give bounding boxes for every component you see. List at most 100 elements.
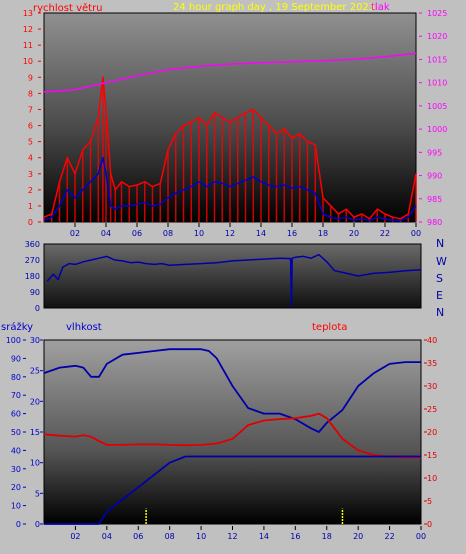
temperature-axis-label: 10 xyxy=(427,474,437,483)
direction-axis-label: 360 xyxy=(25,240,40,249)
humidity-axis-label: 10 xyxy=(11,502,21,511)
hour-axis-top-label: 06 xyxy=(132,229,142,238)
hour-axis-bottom-label: 22 xyxy=(384,532,394,541)
wind-axis-label: 9 xyxy=(28,73,33,82)
panel-humidity-temp xyxy=(43,339,422,525)
pressure-label: tlak xyxy=(371,2,390,13)
temperature-axis-label: 35 xyxy=(427,359,437,368)
temperature-axis-label: 0 xyxy=(427,520,432,529)
wind-direction-line xyxy=(46,253,422,307)
wind-axis-label: 0 xyxy=(28,218,33,227)
wind-average-line xyxy=(43,156,417,222)
compass-s: S xyxy=(436,272,443,285)
hour-axis-top-label: 00 xyxy=(411,229,421,238)
wind-axis-label: 8 xyxy=(28,89,33,98)
wind-axis-label: 4 xyxy=(28,154,33,163)
hour-axis-bottom-label: 20 xyxy=(353,532,363,541)
wind-axis-label: 7 xyxy=(28,105,33,114)
wind-axis-label: 3 xyxy=(28,170,33,179)
panel-wind-direction xyxy=(43,243,422,309)
rain-axis-label: 20 xyxy=(30,397,40,406)
hour-axis-bottom-label: 14 xyxy=(259,532,269,541)
wind-axis-label: 5 xyxy=(28,138,33,147)
pressure-axis-label: 985 xyxy=(427,195,442,204)
hour-axis-bottom-label: 18 xyxy=(322,532,332,541)
direction-axis-label: 180 xyxy=(25,272,40,281)
wind-speed-line xyxy=(43,76,417,220)
humidity-label: vlhkost xyxy=(66,322,102,333)
hour-axis-top-label: 10 xyxy=(194,229,204,238)
hour-axis-top-label: 14 xyxy=(256,229,266,238)
compass-e: E xyxy=(436,289,443,302)
hour-axis-top-label: 16 xyxy=(287,229,297,238)
hour-axis-bottom-label: 06 xyxy=(133,532,143,541)
compass-n-bottom: N xyxy=(436,306,444,319)
pressure-axis-label: 1015 xyxy=(427,55,447,64)
temperature-label: teplota xyxy=(312,322,347,333)
temperature-axis-label: 40 xyxy=(427,336,437,345)
humidity-axis-label: 100 xyxy=(6,336,21,345)
pressure-axis-label: 990 xyxy=(427,172,442,181)
pressure-axis-label: 1025 xyxy=(427,9,447,18)
rain-label: srážky xyxy=(1,321,33,333)
wind-axis-label: 13 xyxy=(23,9,33,18)
hour-axis-top-label: 08 xyxy=(163,229,173,238)
compass-n-top: N xyxy=(436,237,444,250)
hour-axis-top-label: 12 xyxy=(225,229,235,238)
temperature-axis-label: 25 xyxy=(427,405,437,414)
wind-speed-label: rychlost větru xyxy=(33,2,103,14)
hour-axis-bottom-label: 12 xyxy=(227,532,237,541)
temperature-axis-label: 20 xyxy=(427,428,437,437)
humidity-axis-label: 40 xyxy=(11,446,21,455)
hour-axis-bottom-label: 08 xyxy=(165,532,175,541)
hour-axis-top-label: 18 xyxy=(318,229,328,238)
pressure-axis-label: 980 xyxy=(427,218,442,227)
compass-w: W xyxy=(436,255,447,268)
humidity-axis-label: 50 xyxy=(11,428,21,437)
humidity-axis-label: 20 xyxy=(11,483,21,492)
pressure-axis-label: 1020 xyxy=(427,32,447,41)
hour-axis-bottom-label: 10 xyxy=(196,532,206,541)
direction-axis-label: 90 xyxy=(30,288,40,297)
direction-axis-label: 0 xyxy=(35,304,40,313)
rain-axis-label: 5 xyxy=(35,489,40,498)
temperature-axis-label: 15 xyxy=(427,451,437,460)
hour-axis-bottom-label: 16 xyxy=(290,532,300,541)
rain-axis-label: 10 xyxy=(30,459,40,468)
rain-axis-label: 0 xyxy=(35,520,40,529)
rain-axis-label: 30 xyxy=(30,336,40,345)
humidity-axis-label: 70 xyxy=(11,391,21,400)
wind-axis-label: 12 xyxy=(23,25,33,34)
wind-axis-label: 6 xyxy=(28,122,33,131)
wind-axis-label: 10 xyxy=(23,57,33,66)
graph-title: 24 hour graph day , 19 September 2023 xyxy=(173,2,375,13)
hour-axis-top-label: 02 xyxy=(70,229,80,238)
humidity-axis-label: 30 xyxy=(11,465,21,474)
pressure-axis-label: 1000 xyxy=(427,125,447,134)
rain-total-line xyxy=(44,455,421,525)
temperature-axis-label: 5 xyxy=(427,497,432,506)
humidity-axis-label: 60 xyxy=(11,410,21,419)
rain-axis-label: 25 xyxy=(30,367,40,376)
direction-axis-label: 270 xyxy=(25,256,40,265)
wind-axis-label: 11 xyxy=(23,41,33,50)
hour-axis-bottom-label: 04 xyxy=(102,532,112,541)
hour-axis-top-label: 04 xyxy=(101,229,111,238)
humidity-axis-label: 0 xyxy=(16,520,21,529)
pressure-axis-label: 1010 xyxy=(427,79,447,88)
humidity-axis-label: 90 xyxy=(11,354,21,363)
temperature-line xyxy=(43,412,421,459)
temperature-axis-label: 30 xyxy=(427,382,437,391)
hour-axis-bottom-label: 00 xyxy=(416,532,426,541)
humidity-axis-label: 80 xyxy=(11,373,21,382)
hour-axis-bottom-label: 02 xyxy=(70,532,80,541)
pressure-axis-label: 995 xyxy=(427,148,442,157)
pressure-line xyxy=(43,52,417,93)
rain-axis-label: 15 xyxy=(30,428,40,437)
humidity-line xyxy=(43,348,421,433)
pressure-axis-label: 1005 xyxy=(427,102,447,111)
wind-axis-label: 2 xyxy=(28,186,33,195)
hour-axis-top-label: 20 xyxy=(349,229,359,238)
wind-axis-label: 1 xyxy=(28,202,33,211)
